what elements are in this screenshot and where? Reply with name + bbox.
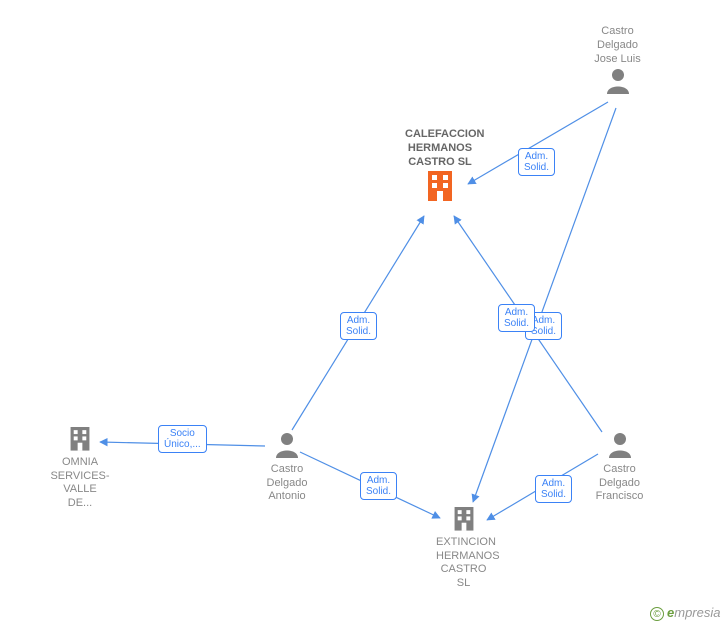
copyright-icon: © bbox=[650, 607, 664, 621]
edge-label: Adm. Solid. bbox=[518, 148, 555, 176]
node-label: Castro Delgado Francisco bbox=[592, 463, 647, 504]
node-omnia[interactable]: OMNIA SERVICES- VALLE DE... bbox=[50, 425, 110, 511]
building-icon bbox=[453, 505, 475, 536]
node-label: OMNIA SERVICES- VALLE DE... bbox=[50, 456, 110, 511]
edge-label: Adm. Solid. bbox=[535, 475, 572, 503]
person-icon bbox=[604, 66, 632, 99]
building-icon bbox=[426, 169, 454, 206]
node-antonio[interactable]: Castro Delgado Antonio bbox=[262, 430, 312, 504]
node-label: Castro Delgado Jose Luis bbox=[590, 25, 645, 66]
node-label: EXTINCION HERMANOS CASTRO SL bbox=[436, 536, 491, 591]
node-label: Castro Delgado Antonio bbox=[262, 463, 312, 504]
edge-label: Adm. Solid. bbox=[360, 472, 397, 500]
edge-label: Socio Único,... bbox=[158, 425, 207, 453]
node-joseluis[interactable]: Castro Delgado Jose Luis bbox=[590, 25, 645, 99]
edge-label: Adm. Solid. bbox=[340, 312, 377, 340]
building-icon bbox=[69, 425, 91, 456]
person-icon bbox=[606, 430, 634, 463]
node-extincion[interactable]: EXTINCION HERMANOS CASTRO SL bbox=[436, 505, 491, 591]
person-icon bbox=[273, 430, 301, 463]
node-calefaccion[interactable]: CALEFACCION HERMANOS CASTRO SL bbox=[405, 128, 475, 206]
edge-label: Adm. Solid. bbox=[498, 304, 535, 332]
node-label: CALEFACCION HERMANOS CASTRO SL bbox=[405, 128, 475, 169]
brand-text: mpresia bbox=[674, 605, 720, 620]
node-francisco[interactable]: Castro Delgado Francisco bbox=[592, 430, 647, 504]
watermark: ©empresia bbox=[650, 605, 720, 621]
diagram-canvas: CALEFACCION HERMANOS CASTRO SL EXTINCION… bbox=[0, 0, 728, 630]
